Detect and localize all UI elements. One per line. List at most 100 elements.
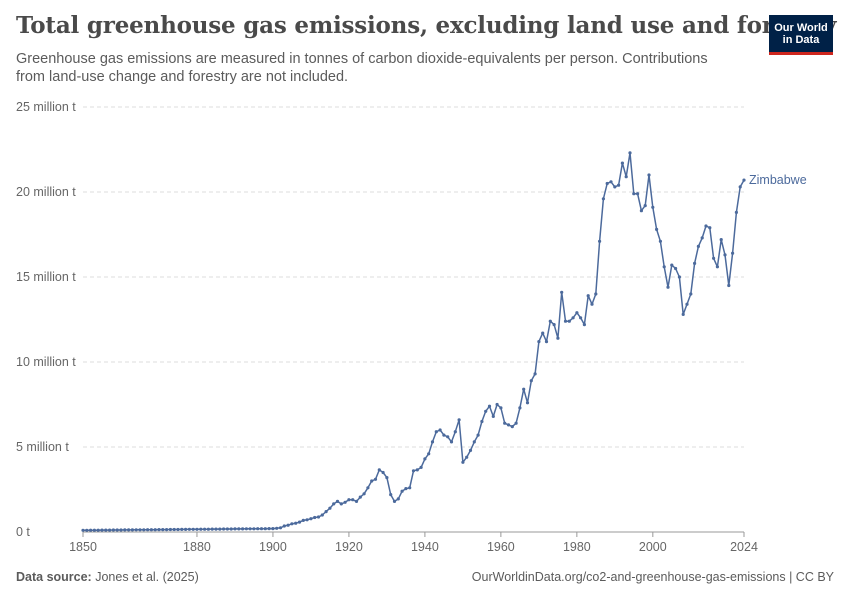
data-point[interactable]	[335, 499, 340, 503]
data-point[interactable]	[415, 468, 419, 472]
data-point[interactable]	[457, 418, 461, 422]
data-point[interactable]	[628, 151, 632, 155]
data-point[interactable]	[719, 238, 723, 242]
data-point[interactable]	[184, 527, 188, 532]
data-point[interactable]	[430, 440, 435, 444]
data-point[interactable]	[503, 421, 507, 425]
data-point[interactable]	[180, 527, 184, 532]
data-point[interactable]	[632, 192, 636, 196]
data-point[interactable]	[560, 290, 564, 294]
data-point[interactable]	[358, 495, 362, 499]
data-point[interactable]	[104, 528, 108, 532]
data-point[interactable]	[275, 526, 279, 530]
data-point[interactable]	[427, 452, 431, 456]
data-point[interactable]	[259, 527, 264, 531]
data-point[interactable]	[476, 433, 480, 437]
data-point[interactable]	[81, 528, 85, 532]
data-point[interactable]	[96, 528, 100, 532]
data-point[interactable]	[222, 527, 226, 531]
data-point[interactable]	[681, 312, 685, 316]
data-point[interactable]	[651, 205, 655, 209]
data-point[interactable]	[191, 527, 195, 531]
data-point[interactable]	[328, 506, 332, 510]
data-point[interactable]	[510, 425, 514, 429]
data-point[interactable]	[506, 423, 511, 427]
data-point[interactable]	[715, 265, 720, 269]
data-point[interactable]	[389, 493, 393, 497]
data-point[interactable]	[434, 430, 438, 434]
data-point[interactable]	[290, 522, 294, 526]
data-point[interactable]	[609, 180, 613, 184]
data-point[interactable]	[392, 499, 397, 503]
data-point[interactable]	[738, 185, 742, 189]
data-point[interactable]	[419, 465, 423, 469]
data-point[interactable]	[411, 469, 416, 473]
data-point[interactable]	[639, 209, 644, 213]
data-point[interactable]	[256, 527, 260, 531]
data-point[interactable]	[442, 433, 446, 437]
data-point[interactable]	[282, 524, 286, 528]
data-point[interactable]	[347, 498, 351, 502]
data-point[interactable]	[157, 528, 161, 532]
data-point[interactable]	[522, 387, 526, 391]
data-point[interactable]	[263, 527, 267, 531]
owid-logo[interactable]: Our World in Data	[769, 15, 833, 55]
data-point[interactable]	[696, 244, 701, 248]
data-point[interactable]	[582, 323, 587, 327]
data-point[interactable]	[727, 283, 731, 288]
series-label[interactable]: Zimbabwe	[749, 173, 807, 187]
data-point[interactable]	[461, 460, 465, 464]
data-point[interactable]	[556, 336, 560, 340]
data-point[interactable]	[305, 518, 309, 522]
data-point[interactable]	[563, 319, 568, 323]
data-point[interactable]	[586, 294, 590, 298]
data-point[interactable]	[742, 178, 746, 182]
data-point[interactable]	[313, 515, 317, 520]
data-point[interactable]	[195, 527, 199, 531]
data-point[interactable]	[525, 401, 530, 405]
data-point[interactable]	[704, 224, 708, 228]
data-point[interactable]	[662, 265, 666, 269]
data-point[interactable]	[119, 528, 123, 532]
data-point[interactable]	[544, 340, 549, 344]
data-point[interactable]	[404, 487, 408, 491]
data-point[interactable]	[316, 515, 321, 519]
data-point[interactable]	[453, 430, 457, 434]
data-point[interactable]	[153, 528, 157, 532]
data-point[interactable]	[396, 497, 400, 501]
data-point[interactable]	[518, 406, 522, 410]
data-point[interactable]	[449, 440, 454, 444]
data-point[interactable]	[271, 527, 275, 531]
data-point[interactable]	[617, 183, 621, 187]
data-point[interactable]	[601, 197, 606, 201]
data-point[interactable]	[210, 527, 214, 531]
data-point[interactable]	[491, 414, 495, 418]
data-point[interactable]	[244, 527, 248, 531]
data-point[interactable]	[487, 404, 492, 408]
data-point[interactable]	[613, 185, 617, 189]
data-point[interactable]	[165, 528, 169, 532]
data-point[interactable]	[92, 528, 96, 532]
data-point[interactable]	[324, 510, 328, 514]
data-point[interactable]	[620, 161, 625, 165]
data-point[interactable]	[636, 192, 640, 196]
data-point[interactable]	[731, 251, 735, 255]
data-point[interactable]	[575, 311, 579, 315]
data-point[interactable]	[218, 527, 222, 531]
data-point[interactable]	[172, 527, 176, 532]
data-point[interactable]	[723, 253, 727, 257]
data-point[interactable]	[514, 421, 518, 425]
data-point[interactable]	[468, 448, 473, 452]
data-point[interactable]	[248, 527, 252, 531]
data-point[interactable]	[267, 527, 271, 531]
data-point[interactable]	[366, 486, 370, 490]
data-point[interactable]	[233, 527, 237, 531]
data-point[interactable]	[286, 523, 290, 527]
data-point[interactable]	[199, 527, 203, 531]
data-point[interactable]	[301, 518, 305, 523]
data-point[interactable]	[252, 527, 256, 531]
data-point[interactable]	[400, 489, 404, 493]
data-point[interactable]	[294, 521, 298, 525]
data-point[interactable]	[594, 292, 598, 296]
data-point[interactable]	[385, 476, 389, 480]
